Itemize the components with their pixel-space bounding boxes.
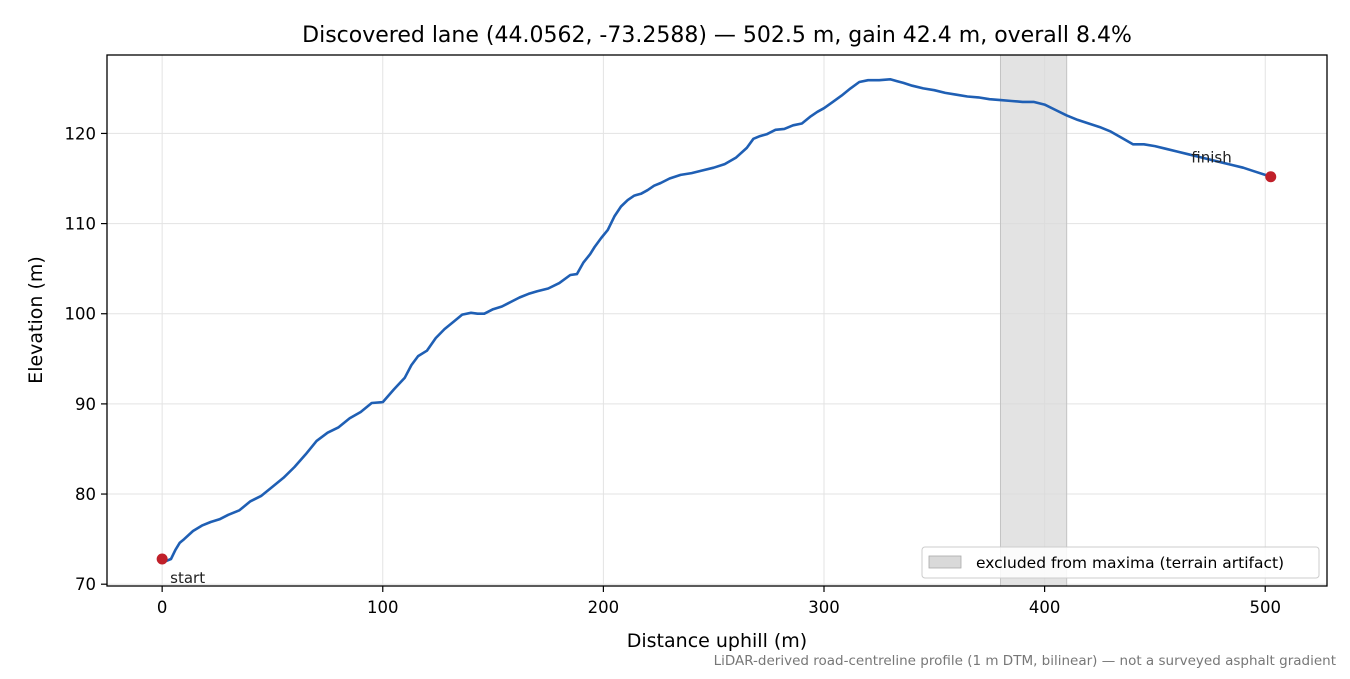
legend: excluded from maxima (terrain artifact)	[921, 546, 1320, 579]
legend-swatch	[928, 555, 962, 569]
x-axis-label: Distance uphill (m)	[627, 630, 807, 652]
start-marker	[156, 553, 168, 565]
excluded-band	[999, 54, 1068, 587]
y-tick-label: 90	[75, 395, 96, 414]
annotation-start: start	[170, 569, 205, 587]
annotation-finish: finish	[1191, 149, 1231, 167]
x-tick-label: 400	[1029, 598, 1061, 617]
x-tick-label: 100	[367, 598, 399, 617]
plot-frame	[106, 54, 1328, 587]
series-layer	[156, 78, 1277, 565]
grid-lines	[107, 55, 1327, 586]
x-tick-label: 300	[808, 598, 840, 617]
x-tick-label: 200	[588, 598, 620, 617]
y-tick-label: 110	[65, 215, 97, 234]
y-tick-label: 70	[75, 575, 96, 594]
x-tick-label: 500	[1249, 598, 1281, 617]
legend-label: excluded from maxima (terrain artifact)	[976, 554, 1284, 572]
legend-box	[921, 546, 1320, 579]
y-axis-ticks: 70 80 90 100 110 120	[65, 124, 107, 594]
finish-marker	[1265, 171, 1277, 183]
y-tick-label: 80	[75, 485, 96, 504]
y-tick-label: 100	[65, 305, 97, 324]
chart-title: Discovered lane (44.0562, -73.2588) — 50…	[302, 23, 1132, 48]
x-axis-ticks: 0 100 200 300 400 500	[157, 586, 1281, 617]
elevation-line	[160, 78, 1272, 563]
y-axis-label: Elevation (m)	[25, 256, 47, 384]
x-tick-label: 0	[157, 598, 168, 617]
y-tick-label: 120	[65, 124, 97, 143]
footnote: LiDAR-derived road-centreline profile (1…	[714, 653, 1336, 669]
